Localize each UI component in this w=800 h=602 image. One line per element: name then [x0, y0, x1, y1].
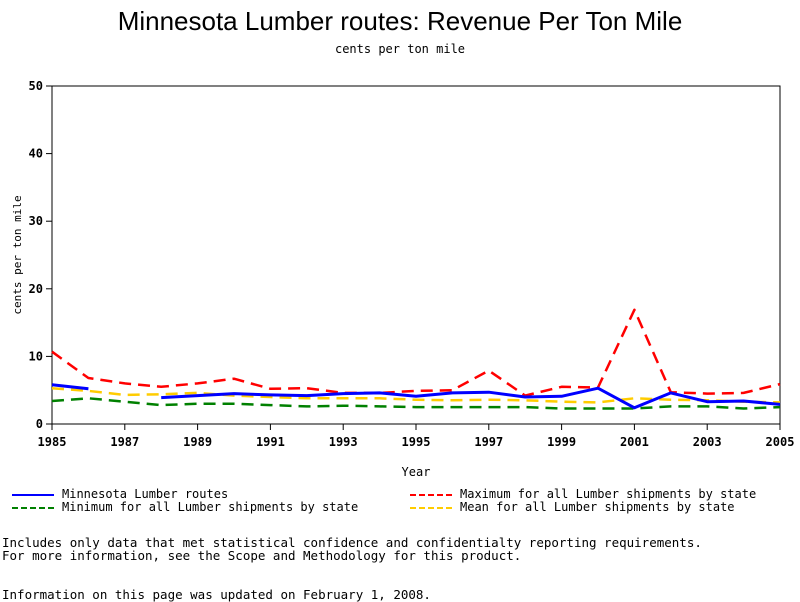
legend-swatch-minimum [12, 506, 54, 509]
legend-label: Mean for all Lumber shipments by state [460, 500, 735, 514]
x-tick-label: 1993 [329, 435, 358, 449]
series-lines [51, 308, 781, 410]
legend-label: Minnesota Lumber routes [62, 487, 229, 501]
y-tick-label: 0 [36, 417, 43, 431]
legend-label: Maximum for all Lumber shipments by stat… [460, 487, 757, 501]
y-tick-label: 50 [29, 79, 43, 93]
x-tick-label: 1989 [183, 435, 212, 449]
x-tick-label: 2003 [693, 435, 722, 449]
legend-item-minimum: Minimum for all Lumber shipments by stat… [12, 500, 358, 514]
series-line-maximum [51, 308, 781, 397]
x-tick-label: 2001 [620, 435, 649, 449]
x-tick-label: 1991 [256, 435, 285, 449]
x-tick-label: 1997 [474, 435, 503, 449]
legend-swatch-mean [410, 506, 452, 509]
line-chart: 0 10 20 30 40 50 1985 1987 1989 1991 1993 1995 1997 1… [11, 79, 795, 479]
x-axis-label: Year [402, 465, 431, 479]
x-tick-label: 1987 [110, 435, 139, 449]
series-line-minimum [51, 397, 781, 410]
x-tick-label: 1995 [402, 435, 431, 449]
y-tick-label: 10 [29, 349, 43, 363]
legend-swatch-maximum [410, 493, 452, 496]
y-tick-label: 30 [29, 214, 43, 228]
note-confidence: Includes only data that met statistical … [2, 535, 702, 550]
y-tick-label: 20 [29, 282, 43, 296]
x-tick-label: 2005 [766, 435, 795, 449]
chart-subtitle: cents per ton mile [334, 42, 466, 56]
plot-frame [51, 85, 781, 425]
axes: 0 10 20 30 40 50 1985 1987 1989 1991 1993 1995 1997 1… [29, 79, 795, 449]
y-tick-label: 40 [29, 147, 43, 161]
legend-item-maximum: Maximum for all Lumber shipments by stat… [410, 487, 756, 501]
legend-item-mean: Mean for all Lumber shipments by state [410, 500, 735, 514]
note-methodology: For more information, see the Scope and … [2, 548, 522, 563]
note-updated: Information on this page was updated on … [2, 587, 431, 602]
chart-title: Minnesota Lumber routes: Revenue Per Ton… [117, 6, 683, 36]
x-tick-label: 1999 [547, 435, 576, 449]
legend-label: Minimum for all Lumber shipments by stat… [62, 500, 359, 514]
series-line-mean [51, 386, 781, 404]
x-tick-label: 1985 [38, 435, 67, 449]
legend-swatch-minnesota [12, 493, 54, 496]
y-axis-label: cents per ton mile [11, 195, 24, 314]
legend-item-minnesota: Minnesota Lumber routes [12, 487, 228, 501]
series-line-minnesota [51, 383, 781, 410]
